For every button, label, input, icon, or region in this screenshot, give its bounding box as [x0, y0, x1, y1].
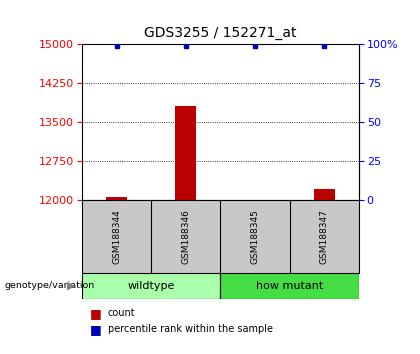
- Text: how mutant: how mutant: [256, 281, 323, 291]
- Bar: [106, 197, 127, 200]
- Text: ■: ■: [90, 323, 102, 336]
- Text: ■: ■: [90, 307, 102, 320]
- Text: percentile rank within the sample: percentile rank within the sample: [108, 324, 273, 334]
- Text: GSM188346: GSM188346: [181, 209, 190, 264]
- Bar: [82, 273, 220, 299]
- Text: wildtype: wildtype: [128, 281, 175, 291]
- Text: GSM188344: GSM188344: [112, 209, 121, 264]
- Text: GSM188345: GSM188345: [251, 209, 260, 264]
- Text: count: count: [108, 308, 136, 318]
- Bar: [220, 273, 359, 299]
- Text: ▶: ▶: [67, 281, 76, 291]
- Bar: [176, 105, 196, 200]
- Text: GSM188347: GSM188347: [320, 209, 329, 264]
- Bar: [314, 189, 335, 200]
- Text: genotype/variation: genotype/variation: [4, 281, 94, 290]
- Title: GDS3255 / 152271_at: GDS3255 / 152271_at: [144, 27, 297, 40]
